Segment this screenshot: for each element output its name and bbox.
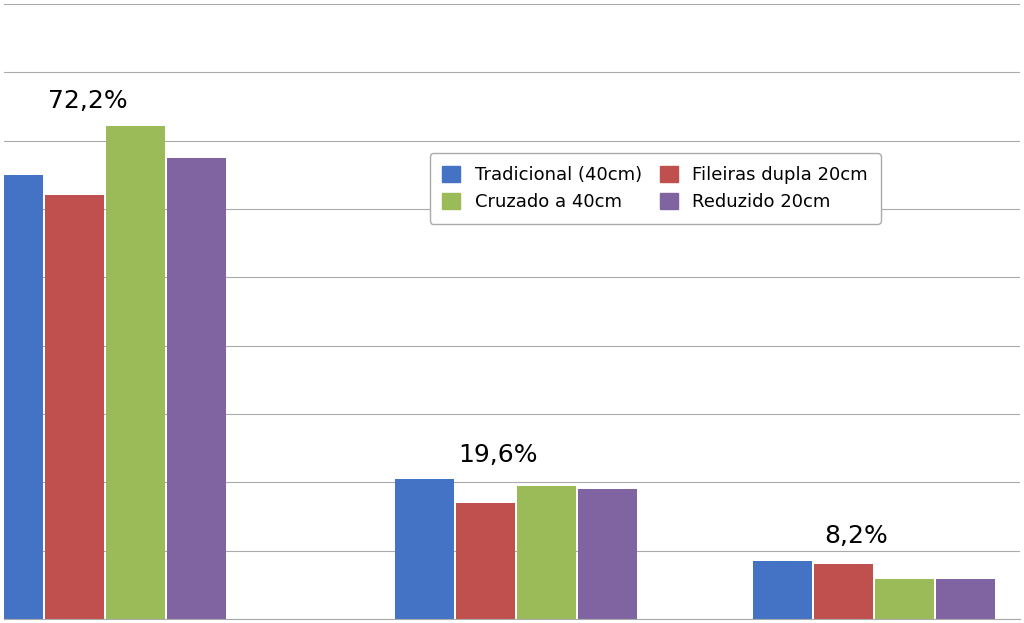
Bar bbox=[517, 486, 575, 619]
Bar bbox=[936, 579, 994, 619]
Text: 72,2%: 72,2% bbox=[48, 90, 127, 113]
Bar bbox=[45, 196, 103, 619]
Bar bbox=[579, 489, 637, 619]
Bar bbox=[457, 503, 515, 619]
Bar bbox=[106, 126, 165, 619]
Bar bbox=[876, 579, 934, 619]
Bar bbox=[754, 561, 812, 619]
Text: 8,2%: 8,2% bbox=[824, 525, 889, 548]
Text: 19,6%: 19,6% bbox=[459, 442, 539, 467]
Bar bbox=[0, 175, 43, 619]
Legend: Tradicional (40cm), Cruzado a 40cm, Fileiras dupla 20cm, Reduzido 20cm: Tradicional (40cm), Cruzado a 40cm, File… bbox=[430, 153, 881, 224]
Bar bbox=[395, 479, 454, 619]
Bar bbox=[167, 158, 225, 619]
Bar bbox=[814, 564, 872, 619]
